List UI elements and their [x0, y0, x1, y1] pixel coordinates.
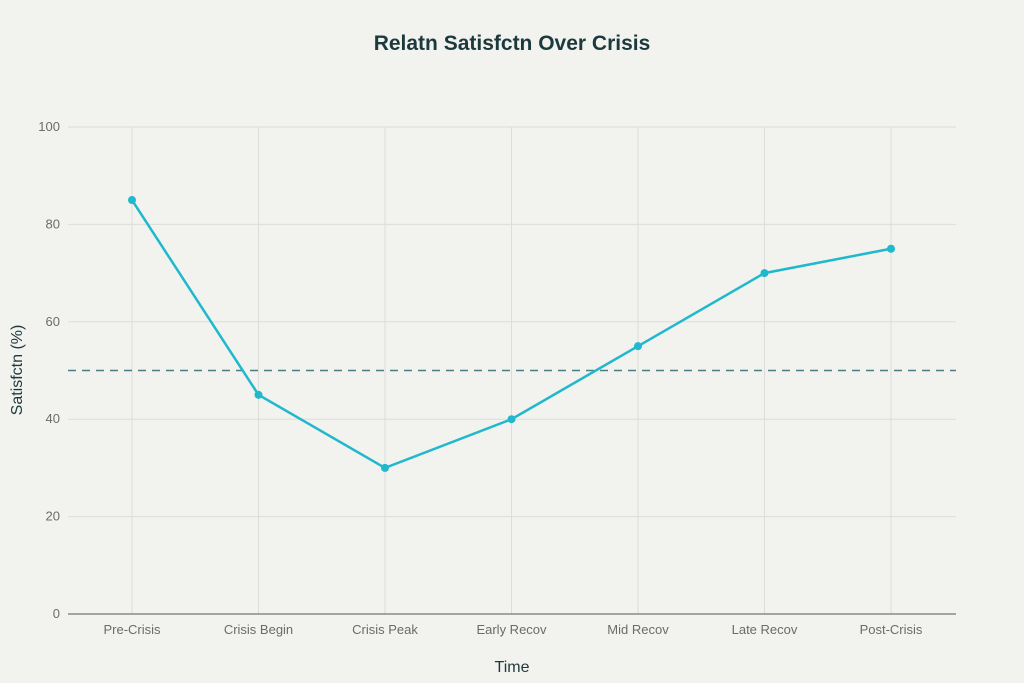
data-point [254, 390, 263, 399]
x-tick-label: Crisis Begin [224, 622, 293, 637]
data-point [634, 342, 642, 351]
x-tick-label: Mid Recov [607, 622, 669, 637]
data-point [760, 269, 769, 278]
data-point [128, 196, 136, 205]
y-tick-label: 100 [38, 119, 60, 134]
y-tick-label: 0 [53, 606, 60, 621]
x-axis-label: Time [495, 659, 530, 676]
y-axis-label: Satisfctn (%) [9, 325, 26, 416]
data-point [887, 244, 895, 253]
x-tick-label: Pre-Crisis [103, 622, 161, 637]
x-tick-label: Post-Crisis [860, 622, 923, 637]
y-tick-label: 60 [46, 314, 60, 329]
x-tick-label: Late Recov [732, 622, 798, 637]
x-tick-label: Crisis Peak [352, 622, 418, 637]
y-tick-label: 40 [46, 411, 60, 426]
x-tick-label: Early Recov [476, 622, 547, 637]
chart-title: Relatn Satisfctn Over Crisis [374, 32, 651, 55]
y-tick-label: 20 [46, 509, 60, 524]
data-point [507, 415, 516, 424]
y-tick-label: 80 [46, 216, 60, 231]
data-point [381, 463, 389, 472]
